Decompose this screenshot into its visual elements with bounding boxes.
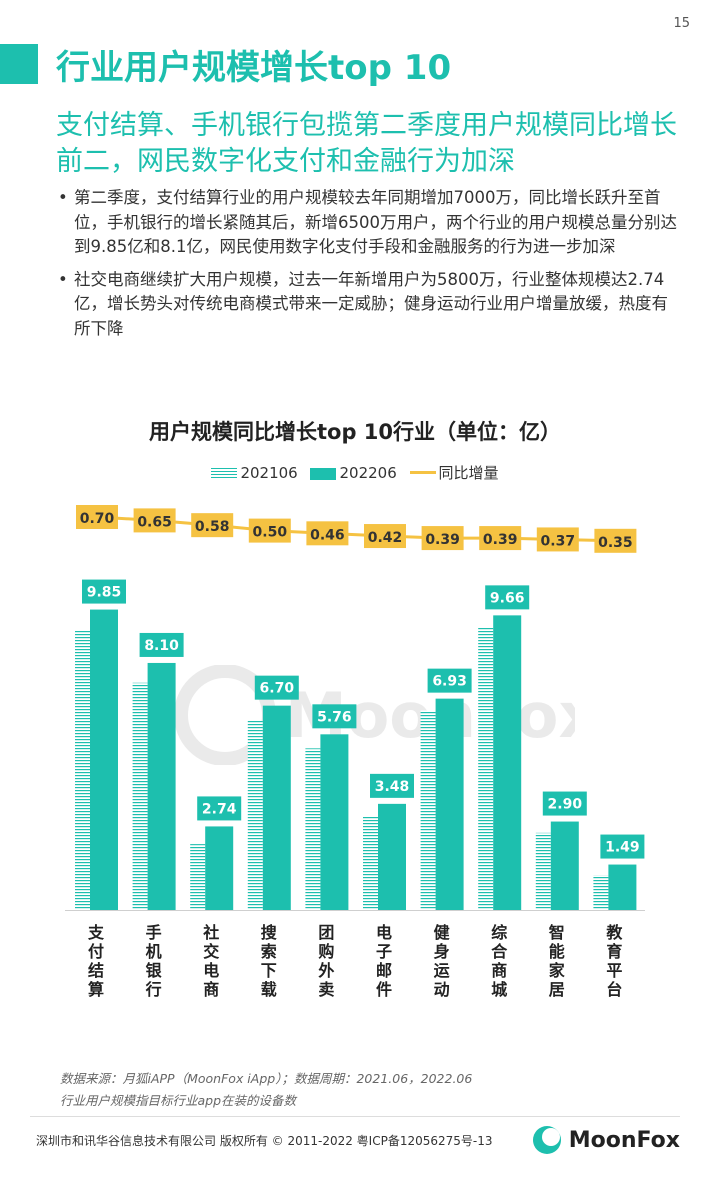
growth-value-label: 0.50 [253,525,288,541]
bar-202206 [378,804,406,910]
x-tick-label: 教育平台 [606,923,623,999]
x-tick-label: 电子邮件 [376,923,392,999]
x-tick-label: 健身运动 [434,923,450,999]
x-tick-label: 手机银行 [145,923,163,999]
legend-label: 202206 [339,464,396,482]
footer-copyright: 深圳市和讯华谷信息技术有限公司 版权所有 © 2011-2022 粤ICP备12… [36,1132,493,1149]
bar-202106 [190,844,205,910]
source-line: 行业用户规模指目标行业app在装的设备数 [60,1090,472,1112]
bar-value-label: 3.48 [375,779,410,795]
bullet-item: 社交电商继续扩大用户规模，过去一年新增用户为5800万，行业整体规模达2.74亿… [58,268,678,342]
growth-value-label: 0.70 [80,511,115,527]
bar-value-label: 6.93 [432,674,467,690]
bar-202206 [148,663,176,910]
bar-202106 [248,721,263,910]
chart-title: 用户规模同比增长top 10行业（单位：亿） [0,416,710,446]
bar-value-label: 1.49 [605,840,640,856]
growth-value-label: 0.58 [195,519,230,535]
moonfox-logo: MoonFox [531,1122,680,1158]
bar-value-label: 8.10 [144,638,179,654]
bar-202106 [133,683,148,910]
moonfox-logo-icon [531,1124,563,1156]
source-note: 数据来源：月狐iAPP（MoonFox iApp）；数据周期：2021.06，2… [60,1068,472,1112]
legend-item-growth: 同比增量 [410,462,499,483]
x-tick-label: 搜索下载 [261,923,278,999]
logo-text: MoonFox [569,1128,680,1153]
legend-swatch-line [410,471,436,474]
legend-swatch-striped [211,468,237,480]
bar-value-label: 9.66 [490,590,525,606]
bar-value-label: 2.74 [202,801,237,817]
legend-swatch-solid [310,468,336,480]
x-tick-label: 社交电商 [202,923,219,999]
bar-202106 [536,833,551,910]
bar-202206 [551,822,579,910]
growth-value-label: 0.35 [598,535,633,551]
bar-202206 [436,699,464,910]
bar-202106 [593,875,608,910]
bar-202106 [421,711,436,910]
x-tick-label: 团购外卖 [317,923,334,999]
bar-value-label: 9.85 [87,585,122,601]
page-title: 行业用户规模增长top 10 [56,40,451,89]
x-tick-label: 智能家居 [549,923,566,999]
growth-value-label: 0.65 [137,514,172,530]
bar-value-label: 5.76 [317,709,352,725]
source-line: 数据来源：月狐iAPP（MoonFox iApp）；数据周期：2021.06，2… [60,1068,472,1090]
legend-item-202106: 202106 [211,464,297,482]
bar-202206 [493,615,521,910]
footer-divider [30,1116,680,1117]
legend-label: 202106 [240,464,297,482]
bar-202106 [478,627,493,910]
growth-value-label: 0.39 [425,532,460,548]
page-number: 15 [673,16,690,31]
growth-value-label: 0.46 [310,527,345,543]
bar-value-label: 2.90 [548,797,583,813]
bullet-list: 第二季度，支付结算行业的用户规模较去年同期增加7000万，同比增长跃升至首位，手… [58,186,678,349]
bar-202206 [90,610,118,910]
bar-202106 [75,631,90,910]
bar-202106 [363,817,378,910]
bar-chart: 9.85 支付结算 8.10 手机银行 2.74 社交电商 6.70 搜索下载 5.76 团购外卖… [0,490,710,1010]
bar-202206 [608,865,636,910]
legend-item-202206: 202206 [310,464,396,482]
bar-202106 [305,748,320,910]
title-accent-bar [0,44,38,84]
x-tick-label: 综合商城 [491,923,508,999]
bar-202206 [320,734,348,910]
chart-legend: 202106 202206 同比增量 [0,462,710,483]
bar-value-label: 6.70 [260,681,295,697]
growth-value-label: 0.37 [541,533,576,549]
bar-202206 [263,706,291,910]
growth-value-label: 0.42 [368,530,403,546]
legend-label: 同比增量 [439,464,499,482]
x-tick-label: 支付结算 [87,923,105,999]
growth-value-label: 0.39 [483,532,518,548]
bar-202206 [205,826,233,910]
bullet-item: 第二季度，支付结算行业的用户规模较去年同期增加7000万，同比增长跃升至首位，手… [58,186,678,260]
page-subtitle: 支付结算、手机银行包揽第二季度用户规模同比增长前二，网民数字化支付和金融行为加深 [56,108,686,180]
